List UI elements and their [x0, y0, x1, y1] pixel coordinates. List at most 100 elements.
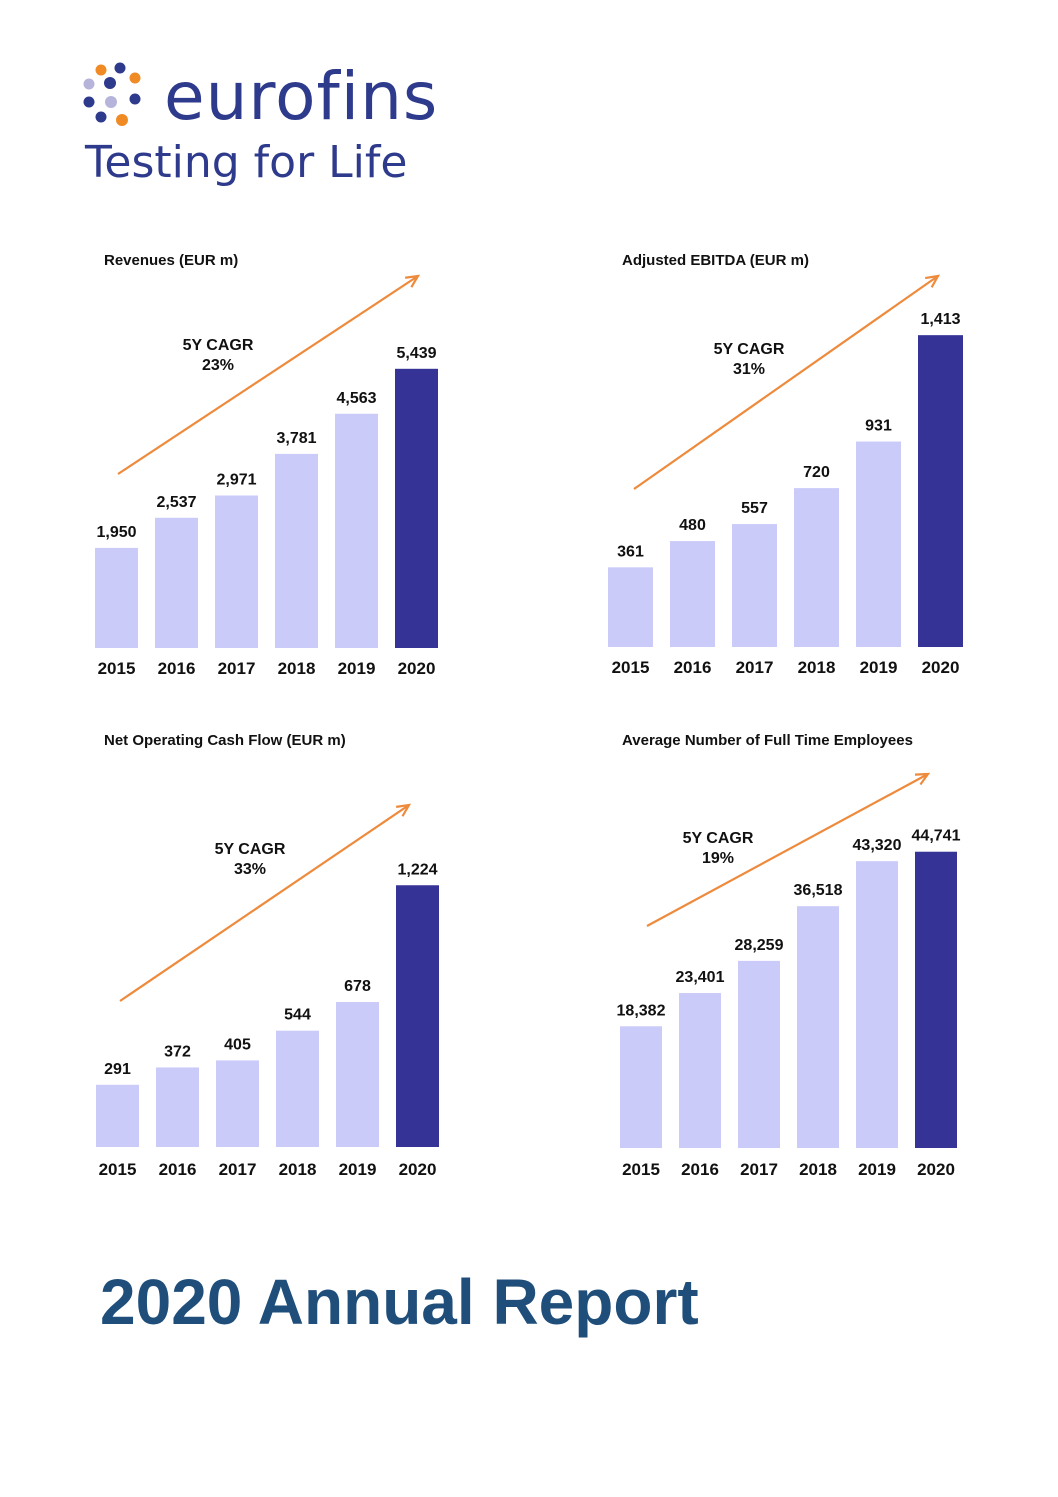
cagr-label: 5Y CAGR [714, 341, 785, 358]
x-tick-label: 2015 [99, 1160, 137, 1179]
cagr-label: 5Y CAGR [683, 830, 754, 847]
bar-2016 [156, 1067, 199, 1147]
x-tick-label: 2020 [399, 1160, 437, 1179]
x-tick-label: 2019 [860, 658, 898, 677]
ebitda-chart-svg: 361 2015 480 2016 557 2017 720 2018 931 2019 1,413… [608, 274, 963, 677]
growth-arrow [646, 773, 929, 927]
x-tick-label: 2019 [339, 1160, 377, 1179]
cagr-value: 31% [733, 361, 765, 378]
x-tick-label: 2018 [798, 658, 836, 677]
eurofins-logo-mark-icon [83, 62, 141, 126]
data-label: 4,563 [336, 390, 376, 407]
x-tick-label: 2018 [278, 659, 316, 678]
chart-title: Revenues (EUR m) [104, 252, 239, 269]
data-label: 1,950 [96, 524, 136, 541]
data-label: 5,439 [396, 345, 436, 362]
data-label: 44,741 [912, 828, 961, 845]
bar-2018 [275, 453, 318, 648]
x-tick-label: 2015 [98, 659, 136, 678]
growth-arrow [119, 804, 410, 1002]
data-label: 557 [741, 500, 768, 517]
data-label: 931 [865, 418, 892, 435]
bar-2015 [95, 547, 138, 648]
cagr-value: 19% [702, 850, 734, 867]
x-tick-label: 2016 [681, 1160, 719, 1179]
data-label: 405 [224, 1036, 251, 1053]
data-label: 28,259 [735, 937, 784, 954]
x-tick-label: 2020 [398, 659, 436, 678]
bar-2018 [797, 906, 839, 1148]
cagr-value: 33% [234, 861, 266, 878]
x-tick-label: 2017 [219, 1160, 257, 1179]
bar-2016 [679, 993, 721, 1148]
chart-title: Adjusted EBITDA (EUR m) [622, 252, 809, 269]
cash-flow-chart: Net Operating Cash Flow (EUR m) 291 2015 3… [96, 732, 600, 1182]
cash-flow-chart-svg: 291 2015 372 2016 405 2017 544 2018 678 2019 1,224… [96, 803, 439, 1179]
bar-2019 [856, 441, 901, 647]
bar-2017 [732, 524, 777, 647]
data-label: 361 [617, 543, 644, 560]
x-tick-label: 2018 [279, 1160, 317, 1179]
report-title: 2020 Annual Report [100, 1266, 699, 1338]
data-label: 2,971 [216, 471, 256, 488]
bar-2018 [794, 488, 839, 647]
data-label: 43,320 [853, 837, 902, 854]
x-tick-label: 2020 [917, 1160, 955, 1179]
growth-arrow-head-icon [914, 772, 931, 786]
bar-2019 [856, 861, 898, 1148]
bar-2016 [670, 541, 715, 647]
x-tick-label: 2020 [922, 658, 960, 677]
x-tick-label: 2016 [158, 659, 196, 678]
data-label: 372 [164, 1043, 191, 1060]
x-tick-label: 2015 [612, 658, 650, 677]
bar-2015 [620, 1026, 662, 1148]
revenues-chart: Revenues (EUR m) 1,950 2015 2,537 2016 2,971… [95, 252, 600, 702]
x-tick-label: 2016 [674, 658, 712, 677]
bar-2017 [215, 495, 258, 648]
x-tick-label: 2017 [218, 659, 256, 678]
bar-2020 [396, 885, 439, 1147]
data-label: 1,413 [920, 311, 960, 328]
x-tick-label: 2015 [622, 1160, 660, 1179]
revenues-chart-svg: 1,950 2015 2,537 2016 2,971 2017 3,781 2018 4,56… [95, 274, 438, 678]
growth-arrow [633, 275, 939, 490]
data-label: 480 [679, 517, 706, 534]
employees-chart-svg: 18,382 2015 23,401 2016 28,259 2017 36,518 2018… [617, 772, 961, 1179]
eurofins-logo: eurofins Testing for Life [80, 55, 440, 195]
bar-2020 [915, 851, 957, 1148]
data-label: 23,401 [676, 969, 725, 986]
growth-arrow-head-icon [395, 803, 412, 817]
chart-title: Net Operating Cash Flow (EUR m) [104, 732, 346, 749]
logo-wordmark: eurofins [164, 58, 439, 135]
data-label: 36,518 [794, 882, 843, 899]
bar-2015 [608, 567, 653, 647]
data-label: 291 [104, 1061, 131, 1078]
bar-2020 [918, 335, 963, 647]
cagr-label: 5Y CAGR [183, 337, 254, 354]
ebitda-chart: Adjusted EBITDA (EUR m) 361 2015 480 2016 55… [608, 252, 1058, 702]
x-tick-label: 2017 [736, 658, 774, 677]
cagr-value: 23% [202, 357, 234, 374]
bar-2019 [336, 1002, 379, 1147]
data-label: 1,224 [397, 861, 437, 878]
x-tick-label: 2017 [740, 1160, 778, 1179]
bar-2020 [395, 368, 438, 648]
growth-arrow [117, 275, 419, 475]
data-label: 3,781 [276, 430, 316, 447]
data-label: 678 [344, 978, 371, 995]
data-label: 720 [803, 464, 830, 481]
x-tick-label: 2019 [338, 659, 376, 678]
bar-2016 [155, 517, 198, 648]
bar-2015 [96, 1084, 139, 1147]
data-label: 2,537 [156, 494, 196, 511]
chart-title: Average Number of Full Time Employees [622, 732, 913, 749]
growth-arrow-head-icon [404, 274, 421, 288]
bar-2019 [335, 413, 378, 648]
bar-2018 [276, 1030, 319, 1147]
data-label: 18,382 [617, 1002, 666, 1019]
cagr-label: 5Y CAGR [215, 841, 286, 858]
logo-tagline: Testing for Life [85, 137, 408, 188]
x-tick-label: 2018 [799, 1160, 837, 1179]
bar-2017 [216, 1060, 259, 1147]
x-tick-label: 2019 [858, 1160, 896, 1179]
